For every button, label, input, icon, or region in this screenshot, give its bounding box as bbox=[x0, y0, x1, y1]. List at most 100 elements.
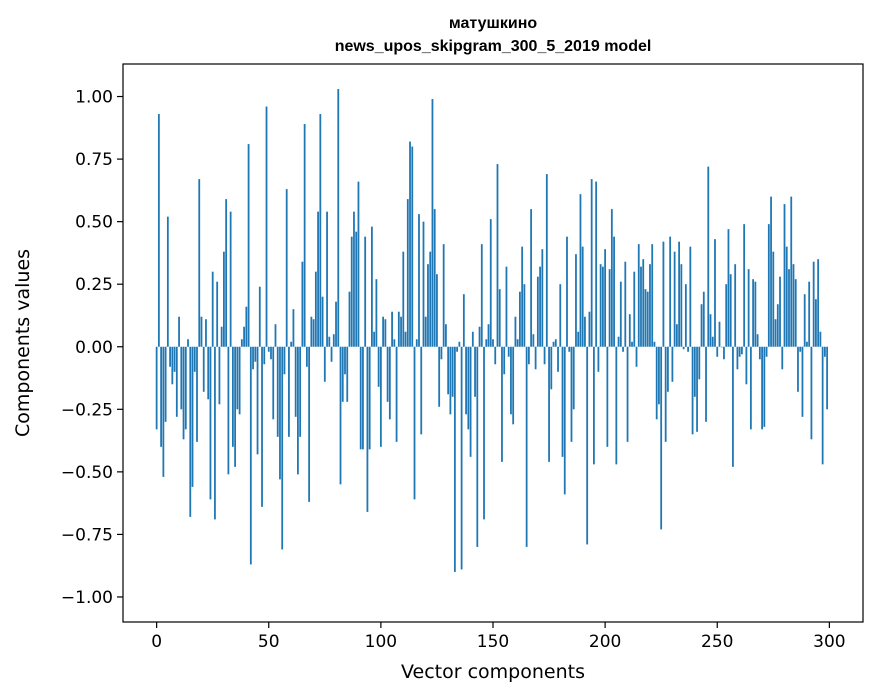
y-tick-label: 0.50 bbox=[75, 213, 113, 233]
bar bbox=[310, 316, 313, 347]
x-tick-label: 50 bbox=[258, 632, 280, 652]
bar bbox=[382, 316, 385, 347]
x-tick-label: 0 bbox=[151, 632, 162, 652]
bar bbox=[433, 209, 436, 347]
bar bbox=[216, 281, 219, 347]
bar bbox=[613, 236, 615, 347]
bar bbox=[451, 346, 454, 397]
bar bbox=[667, 346, 669, 392]
bar bbox=[456, 346, 459, 352]
bar bbox=[292, 309, 295, 347]
bar bbox=[799, 346, 802, 352]
bar bbox=[211, 271, 214, 347]
bar bbox=[801, 346, 804, 417]
bar bbox=[548, 346, 550, 462]
bar bbox=[252, 346, 254, 370]
bar bbox=[698, 346, 701, 380]
bar bbox=[362, 346, 364, 450]
bar bbox=[169, 346, 171, 367]
bar bbox=[254, 346, 257, 362]
y-axis-ticks: −1.00 −0.75 −0.50 −0.25 0.00 0.25 0.50 0.75 1.00 bbox=[61, 88, 123, 608]
bar bbox=[774, 319, 777, 347]
bar bbox=[633, 271, 636, 347]
bar bbox=[821, 346, 824, 465]
bar bbox=[249, 346, 252, 565]
bar bbox=[157, 114, 160, 347]
bar bbox=[297, 346, 299, 475]
bar bbox=[202, 346, 205, 392]
bar bbox=[619, 281, 622, 347]
bar bbox=[166, 216, 169, 347]
bar bbox=[566, 236, 568, 347]
bar bbox=[747, 269, 750, 347]
bar bbox=[193, 346, 196, 372]
bar bbox=[653, 341, 656, 347]
bar bbox=[458, 341, 461, 347]
bar bbox=[501, 346, 503, 462]
bar bbox=[826, 346, 829, 410]
y-tick-label: −0.25 bbox=[61, 400, 113, 420]
bar bbox=[314, 271, 317, 347]
bar bbox=[337, 89, 340, 347]
bar bbox=[516, 339, 519, 347]
bar bbox=[770, 196, 772, 347]
bar bbox=[709, 314, 712, 347]
bar bbox=[317, 211, 319, 347]
bar bbox=[299, 346, 302, 437]
bar bbox=[568, 346, 571, 352]
bar bbox=[536, 276, 539, 347]
bar bbox=[754, 281, 757, 347]
bar bbox=[738, 346, 741, 357]
bar bbox=[335, 301, 337, 347]
bar bbox=[563, 346, 566, 495]
bars-group bbox=[155, 89, 829, 572]
bar bbox=[584, 316, 586, 347]
bar bbox=[400, 316, 402, 347]
bar bbox=[478, 326, 481, 347]
bar bbox=[682, 346, 685, 350]
bar bbox=[702, 291, 705, 347]
bar bbox=[635, 346, 638, 367]
bar bbox=[388, 346, 391, 420]
bar bbox=[604, 249, 607, 347]
bar bbox=[189, 346, 192, 517]
bar bbox=[377, 346, 380, 387]
y-tick-label: 0.00 bbox=[75, 338, 113, 358]
bar bbox=[527, 346, 530, 365]
bar bbox=[669, 236, 672, 347]
bar bbox=[512, 346, 515, 425]
bar bbox=[691, 346, 694, 435]
bar bbox=[716, 346, 719, 357]
bar bbox=[776, 304, 779, 347]
bar bbox=[238, 346, 241, 415]
bar bbox=[480, 244, 483, 347]
bar bbox=[646, 291, 649, 347]
bar bbox=[184, 346, 187, 430]
bar bbox=[404, 331, 407, 347]
bar bbox=[281, 346, 284, 550]
bar bbox=[312, 319, 315, 347]
bar bbox=[644, 289, 647, 347]
bar bbox=[393, 339, 396, 347]
bar bbox=[234, 346, 237, 467]
bar bbox=[346, 346, 349, 402]
bar bbox=[391, 311, 393, 347]
bar bbox=[763, 346, 766, 427]
bar bbox=[561, 346, 564, 457]
bar bbox=[344, 346, 346, 375]
bar bbox=[288, 346, 290, 437]
bar bbox=[357, 181, 360, 347]
bar bbox=[745, 346, 748, 385]
bar bbox=[503, 346, 506, 375]
bar bbox=[476, 346, 479, 547]
x-tick-label: 250 bbox=[701, 632, 733, 652]
bar bbox=[530, 209, 533, 347]
bar bbox=[422, 221, 425, 347]
y-tick-label: 1.00 bbox=[75, 88, 113, 108]
bar bbox=[301, 261, 304, 347]
y-axis-label: Components values bbox=[12, 249, 34, 437]
bar bbox=[285, 189, 288, 347]
bar bbox=[823, 346, 826, 357]
bar bbox=[507, 346, 510, 357]
bar bbox=[510, 346, 512, 415]
